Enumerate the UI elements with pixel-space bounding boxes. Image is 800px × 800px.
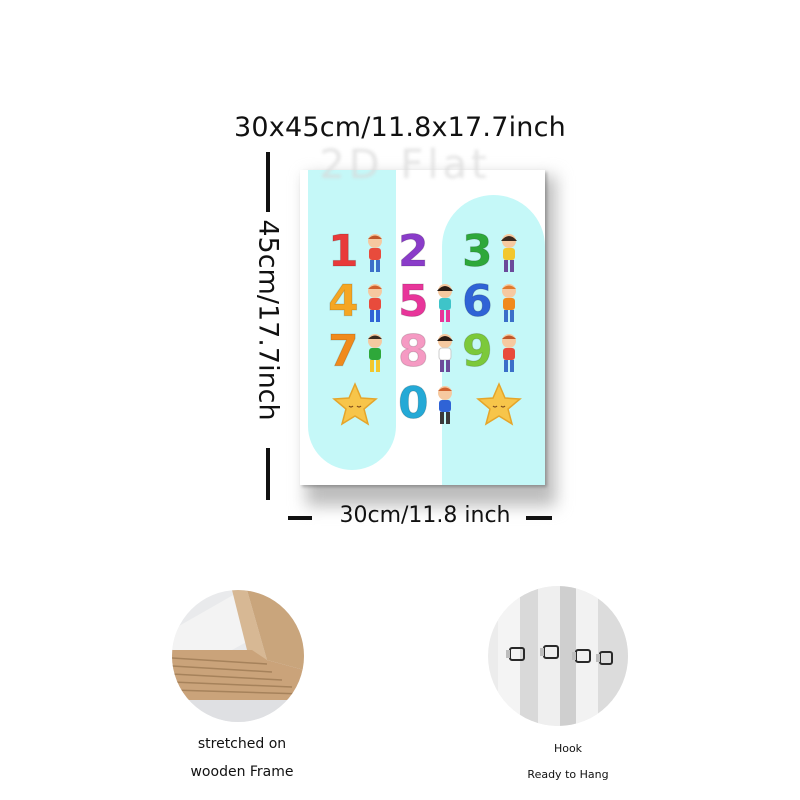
right-cyan-stripe [442, 195, 545, 485]
kid-illustration [502, 284, 516, 322]
number-cell-3: 3 [462, 226, 532, 278]
number-7: 7 [328, 326, 360, 377]
vertical-dimension-text: 45cm/17.7inch [252, 219, 284, 421]
number-3: 3 [462, 226, 494, 277]
kid-illustration [502, 334, 516, 372]
number-cell-9: 9 [462, 326, 532, 378]
number-cell-2: 2 [398, 226, 468, 278]
number-cell-5: 5 [398, 276, 468, 328]
number-cell-7: 7 [328, 326, 398, 378]
star-right [468, 380, 538, 430]
number-4: 4 [328, 276, 360, 327]
hook-photo [488, 586, 628, 726]
wooden-frame-caption-line1: stretched on [197, 736, 287, 752]
kid-illustration [437, 284, 453, 322]
kid-illustration [437, 334, 453, 372]
wooden-frame-photo [172, 590, 304, 722]
kid-illustration [501, 234, 517, 272]
kid-illustration [368, 234, 382, 272]
wooden-frame-caption: stretched on wooden Frame [162, 730, 322, 786]
star-left [324, 380, 394, 430]
number-5: 5 [398, 276, 430, 327]
kid-illustration [438, 386, 452, 424]
kid-illustration [368, 284, 382, 322]
number-cell-1: 1 [328, 226, 398, 278]
hook-caption: Hook Ready to Hang [498, 736, 638, 788]
number-cell-4: 4 [328, 276, 398, 328]
hook-caption-line2: Ready to Hang [527, 768, 609, 781]
number-1: 1 [328, 226, 360, 277]
hook-caption-line1: Hook [553, 742, 583, 755]
wooden-frame-caption-line2: wooden Frame [190, 764, 294, 780]
number-9: 9 [462, 326, 494, 377]
star-icon [476, 382, 522, 426]
number-grid: 1 2 3 4 [300, 170, 545, 485]
hook-image [488, 586, 628, 726]
left-cyan-stripe [308, 170, 396, 470]
horizontal-dimension-label: 30cm/11.8 inch [339, 503, 511, 528]
number-6: 6 [462, 276, 494, 327]
watermark: 2D Flat [319, 142, 491, 188]
number-8: 8 [398, 326, 430, 377]
star-icon [332, 382, 378, 426]
poster-canvas: 1 2 3 4 [300, 170, 545, 485]
wooden-frame-image [172, 590, 304, 722]
size-title: 30x45cm/11.8x17.7inch [234, 112, 566, 143]
number-cell-8: 8 [398, 326, 468, 378]
kid-illustration [368, 334, 382, 372]
number-2: 2 [398, 226, 430, 277]
number-cell-6: 6 [462, 276, 532, 328]
number-0: 0 [398, 378, 430, 429]
number-cell-0: 0 [398, 378, 468, 430]
